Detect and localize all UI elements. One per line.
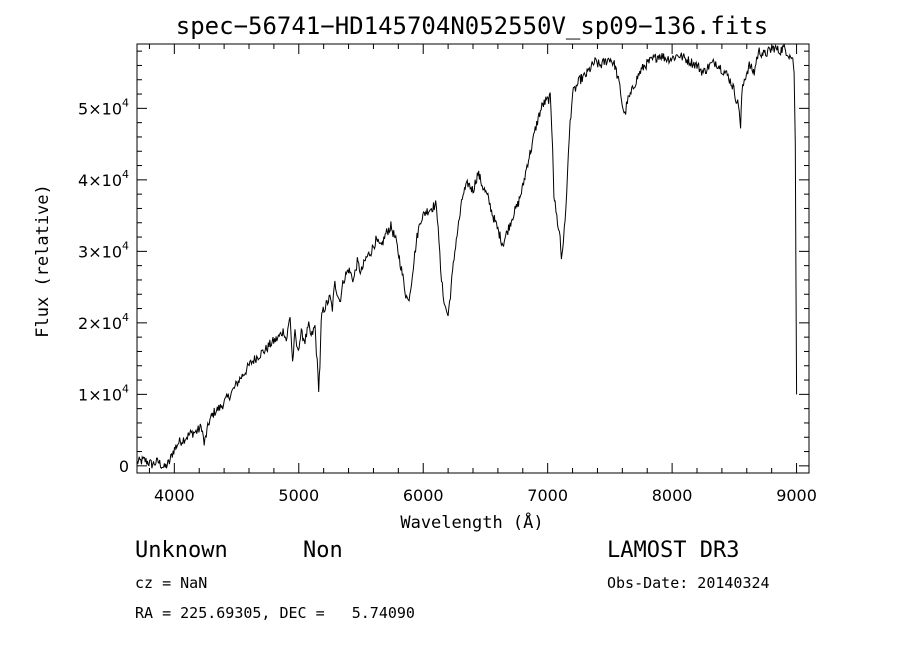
spectrum-line <box>136 43 798 469</box>
y-axis-label: Flux (relative) <box>33 184 53 338</box>
tick-labels: 4000 5000 6000 7000 8000 9000 0 1×104 2×104 3×104… <box>78 96 817 505</box>
x-axis-label: Wavelength (Å) <box>400 511 543 533</box>
x-tick-label: 4000 <box>154 486 195 505</box>
survey-name: LAMOST DR3 <box>607 538 740 563</box>
y-tick-label: 1×104 <box>78 382 129 404</box>
object-subtype: Non <box>303 538 343 563</box>
redshift-cz: cz = NaN <box>135 574 208 592</box>
x-tick-label: 6000 <box>403 486 444 505</box>
y-tick-label: 5×104 <box>78 96 129 118</box>
axis-ticks <box>137 44 809 473</box>
x-tick-label: 9000 <box>776 486 817 505</box>
y-tick-label: 2×104 <box>78 311 129 333</box>
obs-date: Obs-Date: 20140324 <box>607 574 770 592</box>
ra-dec-coordinates: RA = 225.69305, DEC = 5.74090 <box>135 604 415 622</box>
object-type: Unknown <box>135 538 228 563</box>
x-tick-label: 5000 <box>278 486 319 505</box>
y-tick-label: 0 <box>119 457 129 476</box>
x-tick-label: 8000 <box>652 486 693 505</box>
y-tick-label: 3×104 <box>78 239 129 261</box>
plot-frame <box>136 43 810 474</box>
y-tick-label: 4×104 <box>78 168 129 190</box>
chart-title: spec−56741−HD145704N052550V_sp09−136.fit… <box>176 12 768 40</box>
x-tick-label: 7000 <box>527 486 568 505</box>
